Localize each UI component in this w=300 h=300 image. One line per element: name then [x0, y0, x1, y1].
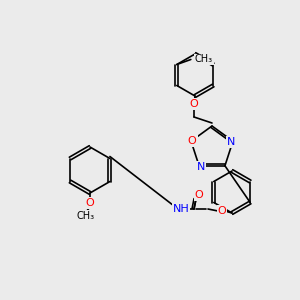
Text: O: O: [218, 206, 226, 216]
Text: O: O: [190, 99, 198, 109]
Text: N: N: [197, 162, 205, 172]
Text: O: O: [195, 190, 203, 200]
Text: NH: NH: [172, 204, 189, 214]
Text: N: N: [227, 137, 235, 147]
Text: CH₃: CH₃: [77, 211, 95, 221]
Text: O: O: [85, 198, 94, 208]
Text: O: O: [188, 136, 197, 146]
Text: CH₃: CH₃: [195, 55, 213, 64]
